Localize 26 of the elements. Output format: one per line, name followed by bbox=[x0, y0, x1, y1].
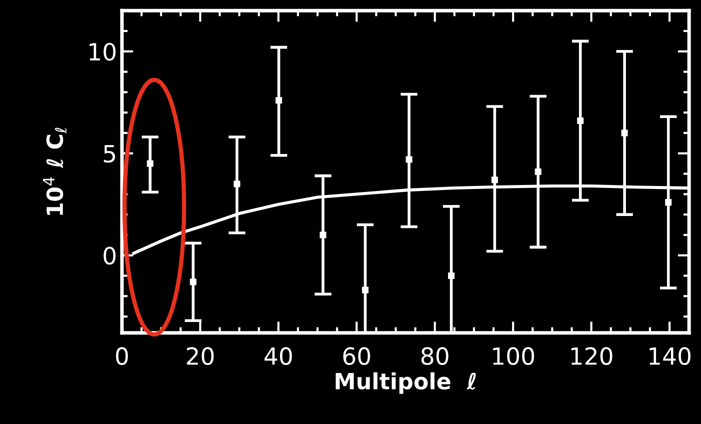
point bbox=[577, 117, 584, 124]
x-tick-label: 80 bbox=[421, 347, 448, 366]
x-tick-label: 100 bbox=[493, 347, 534, 366]
point bbox=[491, 176, 498, 184]
x-tick-label: 20 bbox=[186, 347, 214, 366]
point bbox=[146, 160, 154, 167]
point bbox=[534, 168, 542, 175]
point bbox=[448, 272, 455, 279]
point bbox=[362, 286, 368, 294]
point bbox=[234, 180, 240, 188]
x-axis-title: Multipole ℓ bbox=[336, 372, 476, 394]
point bbox=[320, 232, 326, 238]
y-tick-label: 0 bbox=[104, 246, 116, 265]
y-tick-label: 10 bbox=[90, 42, 116, 61]
point bbox=[276, 97, 282, 104]
point bbox=[665, 199, 672, 206]
y-tick-label: 5 bbox=[104, 145, 116, 163]
point bbox=[406, 156, 412, 163]
x-tick-label: 140 bbox=[650, 347, 690, 366]
x-tick-label: 40 bbox=[264, 347, 292, 366]
x-tick-label: 0 bbox=[116, 347, 128, 366]
x-tick-label: 60 bbox=[343, 347, 370, 366]
x-tick-label: 120 bbox=[571, 347, 612, 366]
point bbox=[190, 278, 196, 286]
y-axis-title: 10$^{4}$ ℓ C$_{ℓ}$ bbox=[43, 128, 67, 215]
point bbox=[621, 130, 628, 136]
